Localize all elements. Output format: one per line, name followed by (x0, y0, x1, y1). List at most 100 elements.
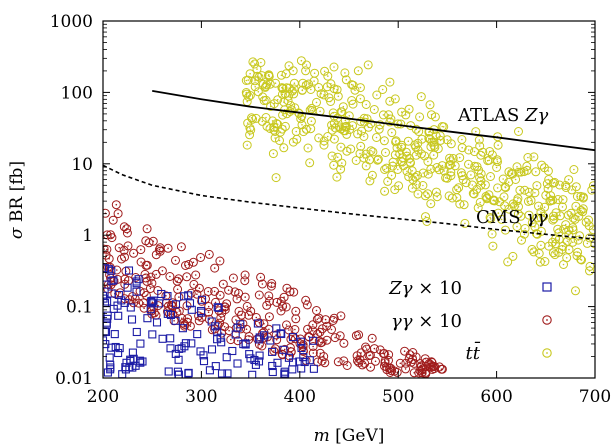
data-point-tt (431, 187, 441, 197)
data-point-dot-tt (397, 185, 400, 187)
data-point-gg (232, 294, 242, 304)
data-point-dot-tt (328, 96, 330, 99)
data-point-zg (128, 348, 137, 357)
data-point-dot-tt (564, 223, 567, 226)
data-point-dot-tt (478, 145, 481, 147)
data-point-dot-tt (450, 171, 452, 173)
data-point-zg (236, 320, 245, 329)
data-point-dot-tt (333, 138, 336, 140)
data-point-dot-tt (528, 214, 530, 216)
y-tick-label: 0.1 (66, 298, 93, 318)
data-point-dot-tt (373, 108, 376, 111)
data-point-dot-gg (207, 290, 209, 293)
data-point-dot-tt (449, 163, 452, 166)
data-point-tt (415, 112, 425, 122)
data-point-dot-tt (495, 166, 498, 169)
data-point-tt (535, 257, 545, 267)
data-point-tt (457, 171, 467, 181)
data-point-dot-tt (359, 120, 362, 123)
data-point-dot-tt (531, 248, 533, 251)
data-point-zg (124, 266, 134, 275)
data-point-tt (248, 57, 258, 67)
data-point-tt (519, 167, 529, 177)
data-point-tt (575, 231, 585, 241)
data-point-dot-gg (283, 348, 286, 351)
data-point-zg (109, 304, 118, 313)
data-point-dot-tt (302, 130, 305, 133)
data-point-dot-tt (574, 290, 577, 292)
data-point-tt (251, 113, 261, 123)
data-point-dot-gg (116, 269, 118, 271)
data-point-zg (280, 369, 289, 378)
data-point-dot-tt (288, 65, 290, 67)
data-point-gg (257, 279, 267, 289)
data-point-dot-gg (219, 260, 221, 262)
data-point-tt (509, 201, 519, 211)
data-point-tt (474, 165, 484, 175)
data-point-dot-tt (376, 94, 378, 96)
data-point-tt (329, 62, 339, 72)
data-point-gg (194, 316, 204, 326)
data-point-gg (382, 365, 392, 375)
data-point-tt (365, 176, 375, 186)
data-point-tt (426, 142, 436, 152)
data-point-dot-tt (448, 164, 451, 166)
data-point-zg (115, 344, 124, 353)
data-point-gg (120, 274, 130, 284)
data-point-tt (512, 196, 522, 206)
data-point-dot-tt (275, 122, 278, 125)
data-point-dot-tt (506, 261, 509, 263)
data-point-dot-tt (537, 205, 540, 207)
data-point-dot-tt (524, 227, 526, 230)
data-point-dot-tt (400, 160, 403, 163)
data-point-gg (129, 298, 139, 308)
data-point-dot-tt (245, 93, 248, 95)
data-point-zg (245, 350, 254, 359)
data-point-dot-gg (177, 278, 180, 280)
data-point-dot-tt (582, 208, 585, 210)
data-point-dot-tt (390, 174, 393, 177)
data-point-dot-tt (365, 153, 367, 155)
data-point-tt (385, 117, 395, 127)
data-point-dot-tt (287, 100, 289, 102)
data-point-zg (255, 351, 264, 360)
data-point-dot-tt (516, 166, 518, 168)
data-point-gg (122, 224, 132, 234)
data-point-dot-tt (391, 165, 394, 167)
data-point-dot-gg (227, 289, 230, 292)
data-point-dot-tt (376, 159, 379, 161)
legend-label-gg: γγ × 10 (391, 311, 462, 332)
data-point-dot-tt (455, 188, 458, 191)
data-point-dot-gg (214, 301, 217, 304)
data-point-dot-tt (417, 193, 419, 195)
data-point-tt (291, 127, 301, 136)
data-point-tt (277, 83, 287, 93)
data-point-dot-gg (290, 351, 292, 353)
data-point-tt (327, 120, 337, 130)
data-point-dot-gg (182, 322, 185, 324)
data-point-dot-tt (516, 200, 518, 202)
data-point-tt (585, 233, 595, 243)
data-point-dot-gg (169, 275, 171, 278)
data-point-tt (340, 68, 350, 78)
data-point-dot-gg (265, 304, 268, 307)
data-point-dot-gg (155, 273, 157, 276)
data-point-dot-tt (383, 168, 386, 171)
data-point-dot-gg (355, 334, 358, 337)
y-axis-label: σ BR [fb] (7, 161, 27, 239)
points-layer (103, 56, 595, 378)
data-point-dot-gg (270, 282, 273, 285)
data-point-dot-tt (266, 125, 268, 128)
data-point-dot-gg (332, 319, 335, 322)
data-point-tt (257, 116, 267, 126)
data-point-dot-tt (540, 211, 542, 213)
data-point-dot-gg (312, 345, 314, 348)
data-point-tt (372, 133, 381, 142)
data-point-dot-gg (125, 227, 128, 230)
data-point-tt (260, 82, 270, 92)
y-tick-label: 1 (82, 226, 93, 246)
data-point-tt (301, 66, 311, 76)
data-point-dot-tt (580, 259, 583, 261)
data-point-tt (483, 156, 493, 166)
data-point-dot-gg (176, 280, 178, 283)
